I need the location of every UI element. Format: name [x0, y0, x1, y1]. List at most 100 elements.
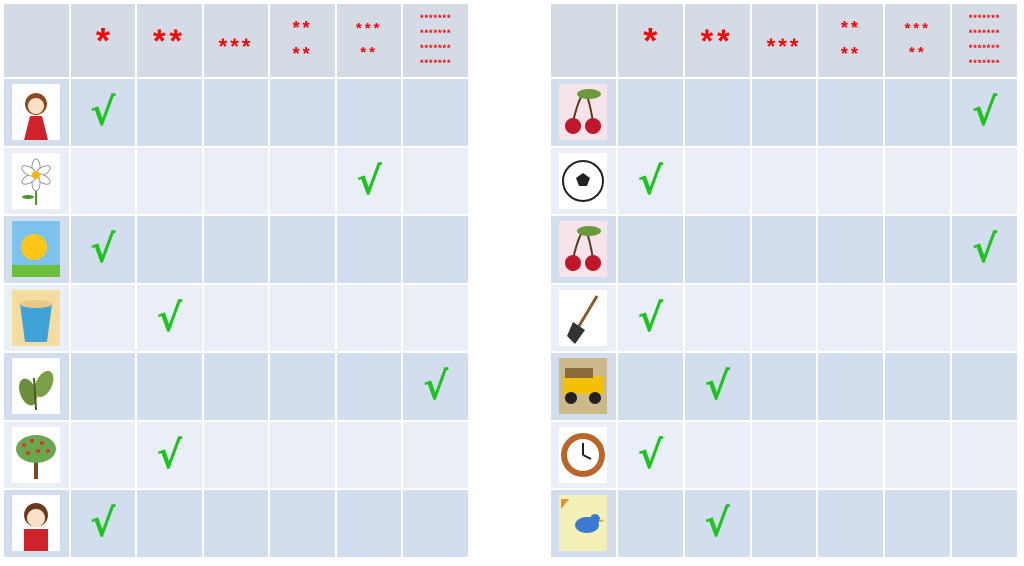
leaves-icon [12, 358, 61, 415]
grid-cell [818, 353, 884, 420]
grid-cell [885, 421, 951, 488]
grid-cell [403, 421, 468, 488]
grid-cell [203, 216, 269, 283]
grid-cell: √ [70, 79, 136, 146]
grid-cell [751, 490, 817, 557]
grid-cell [885, 353, 951, 420]
grid-cell [684, 284, 750, 351]
grid-cell [70, 147, 136, 214]
header-stars-2: ** [684, 4, 750, 77]
grid-cell [403, 284, 468, 351]
grid-cell [137, 216, 202, 283]
dump-truck-icon [559, 358, 608, 415]
check-mark-icon: √ [356, 158, 382, 203]
grid-cell [270, 147, 335, 214]
grid-cell [952, 421, 1017, 488]
grid-cell [270, 421, 335, 488]
check-mark-icon: √ [156, 295, 183, 340]
grid-cell [336, 216, 402, 283]
tree-icon [12, 426, 61, 483]
header-stars-4: ** ** [818, 4, 884, 77]
boy-icon [12, 495, 61, 552]
grid-cell [885, 216, 951, 283]
grid-cell [270, 284, 335, 351]
check-mark-icon: √ [423, 364, 449, 409]
grid-cell [751, 353, 817, 420]
grid-cell [270, 216, 335, 283]
grid-cell: √ [617, 284, 683, 351]
picture-cell [551, 353, 616, 420]
soccer-ball-icon [559, 152, 608, 209]
grid-cell [270, 490, 335, 557]
grid-cell [336, 421, 402, 488]
grid-cell [885, 284, 951, 351]
grid-cell [203, 79, 269, 146]
header-stars-3: *** [751, 4, 817, 77]
grid-cell [336, 284, 402, 351]
grid-cell [336, 490, 402, 557]
check-mark-icon: √ [704, 364, 730, 409]
check-mark-icon: √ [90, 501, 116, 546]
header-stars-5: *** ** [336, 4, 402, 77]
picture-cell [551, 147, 616, 214]
grid-cell [684, 147, 750, 214]
grid-cell [270, 353, 335, 420]
grid-cell: √ [684, 490, 750, 557]
grid-cell [203, 147, 269, 214]
bucket-icon [12, 289, 61, 346]
grid-cell [885, 79, 951, 146]
sun-icon [12, 221, 61, 278]
grid-cell [137, 490, 202, 557]
header-stars-4: ** ** [270, 4, 335, 77]
clock-icon [559, 426, 608, 483]
grid-cell [952, 490, 1017, 557]
grid-cell [818, 147, 884, 214]
grid-cell [203, 421, 269, 488]
grid-cell [617, 216, 683, 283]
picture-cell [551, 284, 616, 351]
check-mark-icon: √ [90, 90, 116, 135]
header-stars-6: ******* ******* ******* ******* [952, 4, 1017, 77]
picture-cell [551, 79, 616, 146]
daisy-flower-icon [12, 152, 61, 209]
header-stars-2: ** [137, 4, 202, 77]
header-corner [4, 4, 69, 77]
grid-cell [403, 147, 468, 214]
grid-cell: √ [70, 216, 136, 283]
check-mark-icon: √ [971, 90, 998, 135]
grid-cell [617, 79, 683, 146]
header-stars-1: * [617, 4, 683, 77]
girl-icon [12, 84, 61, 141]
grid-cell [70, 421, 136, 488]
picture-cell [4, 284, 69, 351]
grid-cell [885, 147, 951, 214]
grid-cell: √ [137, 421, 202, 488]
grid-cell [70, 353, 136, 420]
grid-cell [617, 353, 683, 420]
check-mark-icon: √ [704, 501, 730, 546]
grid-cell [684, 216, 750, 283]
cherries-icon [559, 221, 608, 278]
cherries-icon [559, 84, 608, 141]
grid-cell [818, 216, 884, 283]
grid-cell [952, 284, 1017, 351]
grid-cell [137, 79, 202, 146]
grid-cell [952, 147, 1017, 214]
grid-cell [336, 353, 402, 420]
grid-cell: √ [70, 490, 136, 557]
shovel-icon [559, 289, 608, 346]
grid-cell [818, 421, 884, 488]
header-stars-6: ******* ******* ******* ******* [403, 4, 468, 77]
grid-cell [203, 284, 269, 351]
grid-cell [403, 216, 468, 283]
grid-cell: √ [336, 147, 402, 214]
picture-cell [4, 79, 69, 146]
grid-cell: √ [684, 353, 750, 420]
grid-cell [403, 490, 468, 557]
grid-cell: √ [617, 147, 683, 214]
grid-cell [203, 353, 269, 420]
check-mark-icon: √ [90, 227, 116, 272]
check-mark-icon: √ [637, 295, 663, 340]
grid-cell [818, 490, 884, 557]
grid-cell [137, 353, 202, 420]
